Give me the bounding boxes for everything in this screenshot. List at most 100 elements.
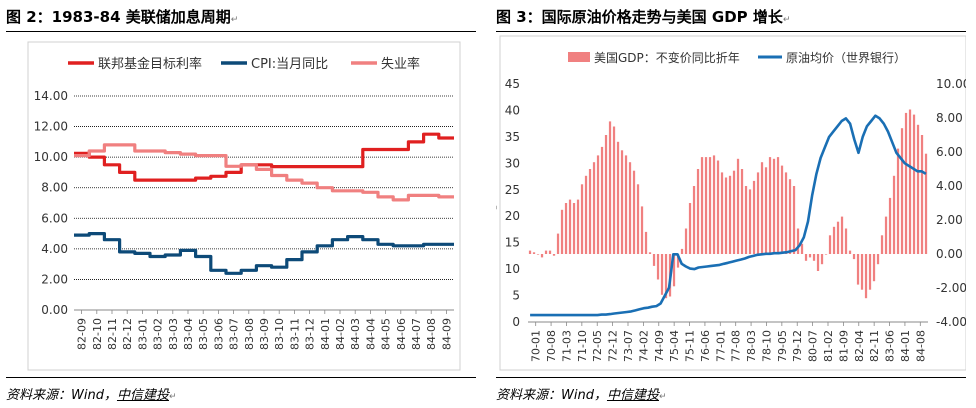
- gdp-bar: [616, 141, 620, 254]
- x-tick-label: 83-04: [182, 318, 195, 350]
- y2-tick-label: 8.00: [936, 111, 963, 125]
- return-mark: ↵: [168, 392, 177, 402]
- y-tick-label: 0: [512, 315, 520, 329]
- gdp-bar: [796, 228, 800, 254]
- gdp-bar: [708, 157, 712, 254]
- figure-title-text: 图 3：国际原油价格走势与美国 GDP 增长: [496, 8, 783, 26]
- gdp-bar: [788, 179, 792, 254]
- source-brand: 中信建投: [606, 388, 659, 403]
- y-tick-label: 4.00: [41, 242, 68, 256]
- gdp-bar: [900, 128, 904, 254]
- gdp-bar: [812, 254, 816, 261]
- gdp-bar: [568, 199, 572, 254]
- x-tick-label: 84-07: [410, 318, 423, 350]
- x-tick-label: 83-09: [258, 318, 271, 350]
- gdp-bar: [772, 158, 776, 254]
- gdp-bar: [720, 172, 724, 254]
- x-tick-label: 72-12: [607, 330, 620, 362]
- legend-label: CPI:当月同比: [251, 57, 328, 72]
- x-tick-label: 84-04: [364, 318, 377, 350]
- gdp-bar: [860, 254, 864, 290]
- gdp-bar: [852, 254, 856, 260]
- gdp-bar: [648, 252, 652, 254]
- gdp-bar: [904, 112, 908, 255]
- gdp-bar: [532, 252, 536, 254]
- gdp-bar: [740, 169, 744, 254]
- gdp-bar: [924, 153, 928, 254]
- gdp-bar: [764, 167, 768, 254]
- gdp-bar: [888, 197, 892, 254]
- figure-source: 资料来源：Wind，中信建投↵: [6, 384, 177, 403]
- x-tick-label: 74-09: [653, 330, 666, 362]
- chart-rate-cycle: 0.00 2.00 4.00 6.00 8.00 10.00 12.00 14.00 82-09…: [27, 41, 461, 371]
- oil-price-line: [530, 114, 927, 317]
- y2-tick-label: 4.00: [936, 179, 963, 193]
- gdp-bar: [856, 254, 860, 285]
- gdp-bar: [660, 254, 664, 295]
- x-tick-label: 83-08: [243, 318, 256, 350]
- gdp-bar: [692, 186, 696, 254]
- figure-title: 图 2：1983-84 美联储加息周期↵: [6, 6, 238, 27]
- x-tick-label: 84-01: [899, 330, 912, 362]
- gdp-bar: [540, 254, 544, 258]
- figure-left: 图 2：1983-84 美联储加息周期↵ 0.00 2.00 4.00 6.00 8.0…: [6, 0, 476, 408]
- y-tick-label: 10.00: [34, 150, 68, 164]
- gdp-bar: [880, 235, 884, 254]
- legend-label: 联邦基金目标利率: [98, 56, 202, 72]
- x-tick-label: 83-02: [152, 318, 165, 350]
- x-tick-label: 81-02: [822, 330, 835, 362]
- x-tick-label: 84-08: [425, 318, 438, 350]
- gdp-bar: [688, 203, 692, 254]
- source-rule: [6, 377, 476, 378]
- x-tick-label: 70-01: [530, 330, 543, 362]
- x-tick-label: 79-05: [776, 330, 789, 362]
- gdp-bar: [892, 175, 896, 254]
- gdp-bar: [840, 216, 844, 254]
- gdp-bar: [664, 254, 668, 299]
- y2-tick-label: 2.00: [936, 213, 963, 227]
- figure-title-text: 图 2：1983-84 美联储加息周期: [6, 8, 231, 26]
- gdp-bar: [920, 135, 924, 254]
- title-rule: [496, 31, 966, 32]
- x-tick-label: 84-06: [395, 318, 408, 350]
- x-tick-label: 83-07: [228, 318, 241, 350]
- x-tick-label: 73-07: [622, 330, 635, 362]
- y-tick-label: 10: [505, 262, 520, 276]
- gdp-bar: [632, 170, 636, 254]
- gdp-bar: [780, 165, 784, 254]
- gdp-bar: [628, 162, 632, 254]
- return-mark: ↵: [782, 15, 791, 25]
- gdp-bar: [716, 160, 720, 254]
- gdp-bar: [728, 175, 732, 254]
- gdp-bar: [608, 121, 612, 255]
- gdp-bar: [548, 250, 552, 254]
- gdp-bar: [800, 243, 804, 254]
- chart-oil-gdp: 0 5 10 15 20 25 30 35 40 45 -4.00 -2.00 0.00 2.00 4.00…: [496, 35, 966, 371]
- return-mark: ↵: [230, 15, 239, 25]
- source-prefix: 资料来源：Wind，: [6, 388, 117, 403]
- gdp-bar: [684, 228, 688, 254]
- gdp-bar: [848, 250, 852, 254]
- gdp-bar: [704, 157, 708, 254]
- x-tick-label: 82-10: [91, 318, 104, 350]
- gdp-bar: [656, 254, 660, 280]
- y-tick-label: 5: [512, 289, 520, 303]
- gdp-bar: [884, 216, 888, 254]
- gdp-bar: [580, 184, 584, 254]
- gdp-bar: [724, 177, 728, 254]
- gdp-bar: [636, 184, 640, 254]
- x-tick-label: 75-11: [684, 330, 697, 362]
- gdp-bar: [868, 254, 872, 290]
- gdp-bar: [760, 162, 764, 254]
- x-tick-label: 83-11: [288, 318, 301, 350]
- y2-tick-label: 0.00: [936, 247, 963, 261]
- y2-tick-label: -2.00: [936, 281, 966, 295]
- x-tick-label: 84-09: [440, 318, 453, 350]
- x-tick-label: 82-11: [868, 330, 881, 362]
- gdp-bar: [560, 209, 564, 254]
- x-tick-label: 82-04: [853, 330, 866, 362]
- x-tick-label: 78-03: [745, 330, 758, 362]
- gdp-bar: [756, 172, 760, 254]
- gdp-bar: [680, 248, 684, 254]
- gdp-bar: [776, 157, 780, 254]
